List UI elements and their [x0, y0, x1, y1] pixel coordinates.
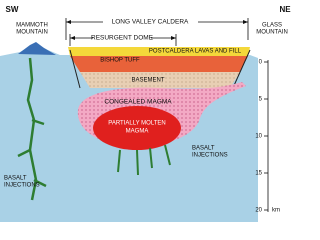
mammoth-mountain-shape	[18, 42, 56, 55]
label-bg	[103, 17, 198, 27]
basalt-injections-left	[17, 57, 47, 201]
scale-tick-label: 20	[255, 208, 262, 214]
basalt-left-label: INJECTIONS	[4, 183, 40, 189]
bishop-tuff-layer	[70, 56, 248, 72]
basalt-left-label: BASALT	[4, 176, 27, 182]
basalt-right-label: BASALT	[192, 146, 215, 152]
postcaldera-label: POSTCALDERA LAVAS AND FILL	[149, 49, 242, 55]
partially-molten-magma	[93, 106, 181, 150]
caldera-fault	[69, 49, 251, 91]
molten-label: MAGMA	[126, 129, 149, 135]
dome-label: RESURGENT DOME	[91, 35, 154, 42]
basement-layer	[80, 72, 240, 88]
label-bg	[93, 33, 151, 43]
compass-left: SW	[6, 5, 19, 14]
mammoth-label: MAMMOTH	[16, 23, 48, 29]
compass-right: NE	[279, 5, 291, 14]
congealed-label: CONGEALED MAGMA	[104, 99, 172, 106]
glass-label: MOUNTAIN	[256, 30, 288, 36]
scale-unit: km	[272, 208, 280, 214]
molten-label: PARTIALLY MOLTEN	[108, 121, 165, 127]
postcaldera-layer	[68, 47, 250, 56]
scale-tick-label: 15	[255, 171, 262, 177]
mammoth-label: MOUNTAIN	[16, 30, 48, 36]
scale-tick-label: 0	[259, 60, 263, 66]
basalt-injections-center	[117, 144, 171, 176]
basement-label: BASEMENT	[131, 78, 164, 84]
basalt-right-label: INJECTIONS	[192, 153, 228, 159]
depth-scale: 0 5 10 15 20 km	[255, 60, 280, 214]
glass-label: GLASS	[262, 23, 282, 29]
scale-tick-label: 10	[255, 134, 262, 140]
cross-section: SW NE LONG VALLEY CALDERA RESURGENT DOME…	[0, 5, 291, 222]
caldera-label: LONG VALLEY CALDERA	[112, 19, 189, 26]
bishop-tuff-label: BISHOP TUFF	[100, 58, 140, 64]
scale-tick-label: 5	[259, 97, 263, 103]
